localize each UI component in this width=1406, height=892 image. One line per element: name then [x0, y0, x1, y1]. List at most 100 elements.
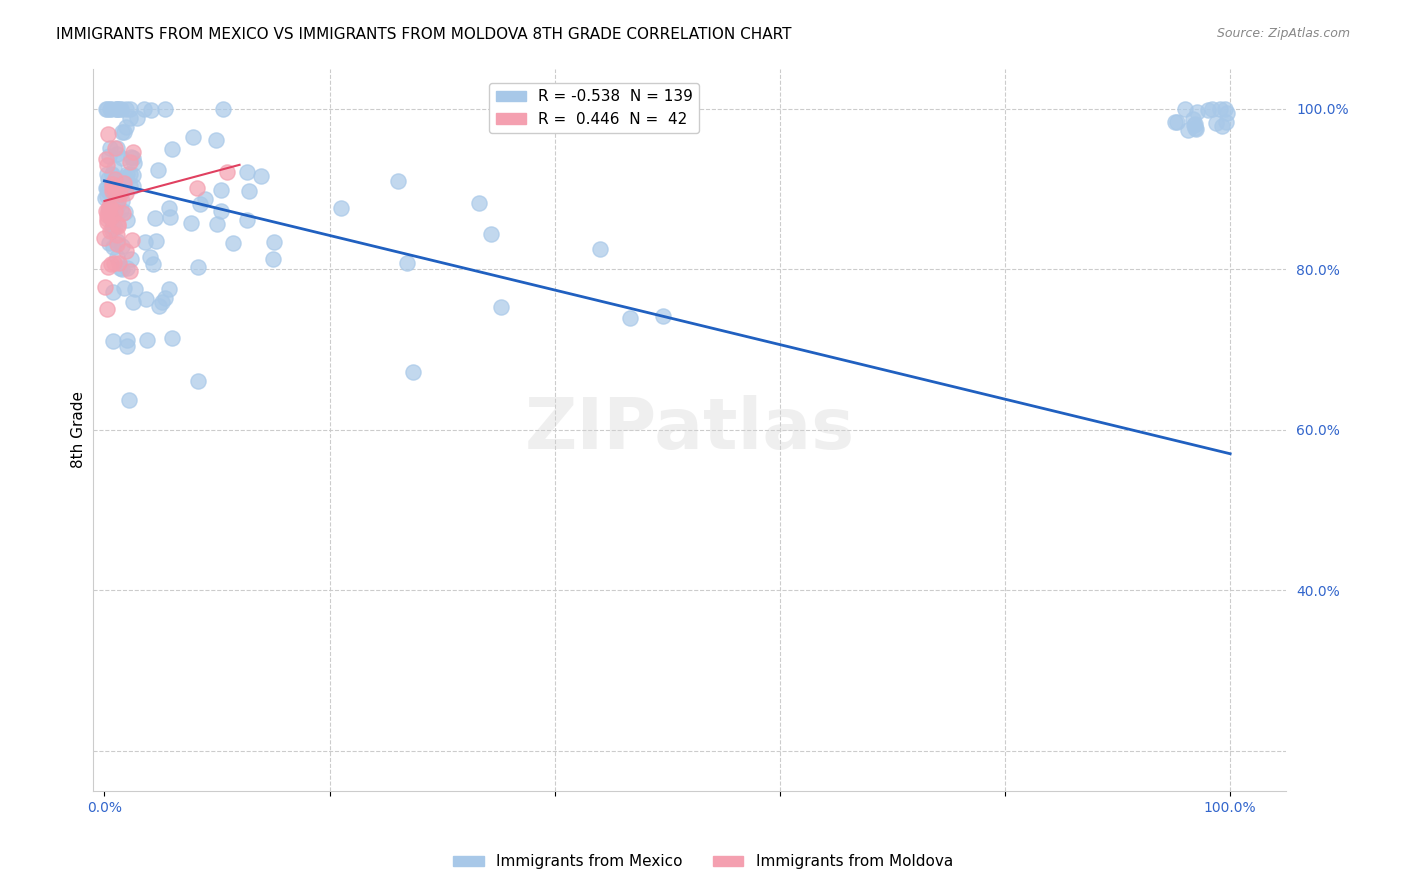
Point: [107, 194, 129, 208]
Point: [209, 203, 232, 218]
Point: [107, 235, 129, 249]
Point: [96, 168, 118, 182]
Point: [114, 172, 136, 186]
Point: [100, 102, 122, 116]
Point: [387, 174, 409, 188]
Point: [112, 125, 135, 139]
Point: [479, 227, 502, 241]
Point: [115, 186, 138, 200]
Point: [402, 365, 425, 379]
Point: [105, 250, 128, 264]
Point: [1197, 103, 1219, 117]
Point: [1184, 121, 1206, 136]
Point: [136, 333, 159, 347]
Point: [103, 240, 125, 254]
Point: [112, 176, 135, 190]
Point: [96, 302, 118, 317]
Point: [104, 172, 127, 186]
Point: [107, 219, 129, 233]
Point: [1184, 117, 1206, 131]
Point: [122, 169, 145, 183]
Point: [205, 217, 228, 231]
Point: [97, 260, 120, 274]
Point: [96, 215, 118, 229]
Point: [263, 235, 285, 249]
Point: [101, 219, 124, 234]
Point: [145, 235, 167, 249]
Point: [93, 230, 115, 244]
Point: [1201, 102, 1223, 116]
Point: [249, 169, 271, 184]
Point: [187, 374, 209, 388]
Point: [262, 252, 284, 267]
Point: [1164, 115, 1187, 129]
Point: [105, 102, 128, 116]
Point: [110, 125, 132, 139]
Point: [1211, 119, 1233, 133]
Point: [101, 168, 124, 182]
Point: [97, 128, 120, 142]
Point: [118, 179, 141, 194]
Point: [122, 151, 145, 165]
Point: [94, 279, 117, 293]
Point: [120, 154, 142, 169]
Point: [104, 203, 127, 218]
Point: [152, 294, 174, 309]
Point: [110, 151, 132, 165]
Point: [97, 203, 120, 218]
Point: [139, 250, 162, 264]
Point: [125, 111, 148, 125]
Point: [115, 120, 138, 134]
Point: [153, 102, 176, 116]
Point: [110, 202, 132, 217]
Point: [217, 165, 239, 179]
Text: IMMIGRANTS FROM MEXICO VS IMMIGRANTS FROM MOLDOVA 8TH GRADE CORRELATION CHART: IMMIGRANTS FROM MEXICO VS IMMIGRANTS FRO…: [56, 27, 792, 42]
Point: [148, 162, 170, 177]
Point: [1215, 106, 1237, 120]
Point: [159, 210, 181, 224]
Point: [148, 299, 170, 313]
Point: [103, 256, 125, 270]
Point: [100, 212, 122, 227]
Point: [122, 156, 145, 170]
Point: [101, 184, 124, 198]
Point: [235, 213, 257, 227]
Point: [96, 181, 118, 195]
Point: [111, 194, 134, 209]
Point: [120, 111, 142, 125]
Point: [188, 197, 211, 211]
Point: [97, 235, 120, 250]
Point: [103, 161, 125, 175]
Point: [108, 172, 131, 186]
Point: [105, 141, 128, 155]
Point: [97, 172, 120, 186]
Point: [1174, 102, 1197, 116]
Point: [134, 235, 156, 249]
Point: [104, 102, 127, 116]
Point: [142, 257, 165, 271]
Point: [115, 261, 138, 276]
Point: [1205, 116, 1227, 130]
Point: [160, 142, 183, 156]
Point: [104, 187, 127, 202]
Point: [112, 281, 135, 295]
Point: [120, 264, 142, 278]
Point: [108, 179, 131, 194]
Point: [120, 167, 142, 181]
Point: [115, 333, 138, 347]
Point: [98, 141, 121, 155]
Point: [468, 196, 491, 211]
Point: [105, 146, 128, 161]
Point: [222, 235, 245, 250]
Point: [153, 291, 176, 305]
Point: [96, 208, 118, 222]
Point: [103, 201, 125, 215]
Point: [651, 310, 673, 324]
Point: [1185, 105, 1208, 120]
Point: [104, 141, 127, 155]
Point: [96, 203, 118, 218]
Point: [111, 239, 134, 253]
Point: [115, 339, 138, 353]
Text: ZIPatlas: ZIPatlas: [524, 395, 855, 464]
Point: [121, 233, 143, 247]
